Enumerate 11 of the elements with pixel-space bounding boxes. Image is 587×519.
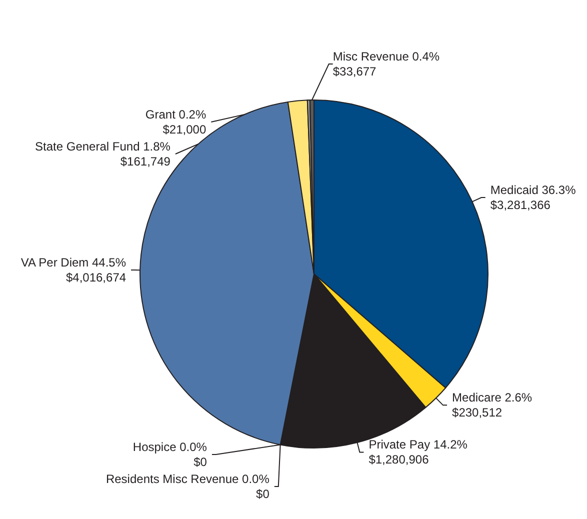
text: $0 xyxy=(194,455,207,470)
slice-label: VA Per Diem 44.5% $4,016,674 xyxy=(20,255,126,284)
category-label: Hospice 0.0% xyxy=(132,440,207,454)
text: $0 xyxy=(256,487,270,502)
slice-label: Private Pay 14.2% $1,280,906 xyxy=(368,438,468,467)
slice-label: Grant 0.2% $21,000 xyxy=(145,108,206,137)
slice-label: State General Fund 1.8% $161,749 xyxy=(35,140,171,169)
slice-label: Misc Revenue 0.4% $33,677 xyxy=(332,50,440,78)
category-label: Residents Misc Revenue 0.0% xyxy=(106,472,270,486)
slice-label: Medicaid 36.3% $3,281,366 xyxy=(490,183,576,212)
slice-label: Medicare 2.6% $230,512 xyxy=(452,390,532,420)
